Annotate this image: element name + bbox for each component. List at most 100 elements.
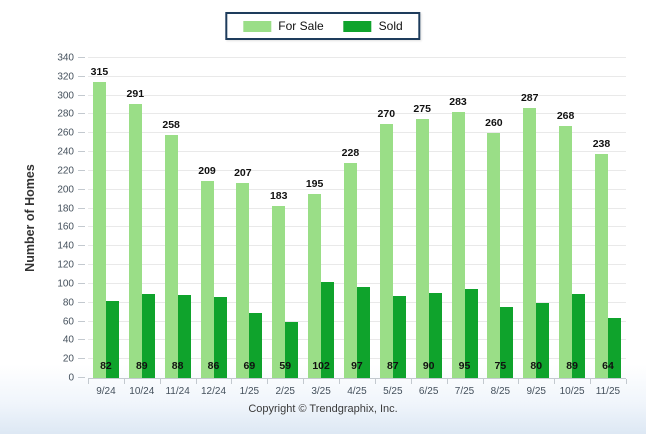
for-sale-value-label: 291 [126, 88, 145, 101]
y-tick-mark [78, 320, 85, 322]
y-tick-label: 60 [62, 316, 74, 328]
bar-sold [428, 293, 442, 378]
sold-value-label: 86 [207, 360, 220, 372]
bar-sold [105, 300, 119, 378]
x-tick-label: 11/24 [165, 386, 190, 397]
y-tick-mark [78, 151, 85, 153]
bar-sold [177, 295, 191, 378]
sold-swatch [343, 20, 372, 32]
y-tick-mark [78, 282, 85, 284]
bar-sold [213, 297, 227, 378]
legend-item-sold: Sold [343, 19, 403, 33]
for-sale-value-label: 238 [592, 138, 611, 150]
y-tick-mark [78, 264, 85, 266]
sold-value-label: 82 [100, 360, 112, 372]
x-tick-label: 9/25 [526, 386, 546, 397]
y-tick-label: 340 [57, 52, 74, 64]
gridline [88, 169, 626, 171]
for-sale-value-label: 258 [162, 119, 180, 132]
bar-for-sale [92, 81, 106, 378]
x-tick-label: 2/25 [275, 386, 295, 397]
bar-group: 275 90 6/25 [411, 58, 447, 397]
x-tick-label: 1/25 [239, 386, 260, 397]
for-sale-value-label: 287 [520, 91, 539, 104]
bar-group: 183 59 2/25 [267, 58, 303, 397]
y-tick-mark [78, 207, 85, 209]
bar-for-sale [236, 183, 250, 378]
x-tick-mark [554, 379, 556, 384]
bars-layer: 315 82 9/24 291 89 10/24 258 88 11/24 209 86 12/24 2… [88, 58, 626, 397]
y-tick-label: 0 [68, 372, 74, 384]
x-tick-mark [374, 379, 376, 384]
y-tick-label: 220 [57, 165, 74, 177]
x-tick-label: 8/25 [490, 386, 511, 397]
x-tick-mark [159, 379, 161, 384]
bar-for-sale [128, 104, 142, 378]
for-sale-value-label: 315 [90, 65, 109, 78]
y-tick-mark [78, 377, 85, 378]
y-tick-label: 260 [57, 127, 74, 139]
sold-value-label: 59 [279, 360, 292, 372]
for-sale-swatch [243, 20, 272, 32]
for-sale-value-label: 207 [234, 167, 252, 180]
y-tick-label: 140 [57, 240, 74, 252]
bar-for-sale [379, 123, 393, 378]
sold-value-label: 95 [458, 360, 471, 372]
x-tick-mark [195, 379, 197, 384]
x-tick-mark [303, 379, 305, 384]
x-tick-label: 3/25 [311, 386, 331, 397]
gridline [88, 151, 626, 153]
for-sale-value-label: 275 [413, 103, 431, 116]
x-tick-mark [410, 379, 412, 384]
bar-for-sale [594, 154, 608, 378]
gridline [88, 113, 626, 115]
bar-sold [500, 307, 514, 378]
bar-group: 228 97 4/25 [339, 58, 375, 397]
x-tick-mark [267, 379, 269, 384]
legend-label-for-sale: For Sale [278, 19, 324, 33]
x-tick-label: 5/25 [383, 386, 403, 397]
bar-group: 270 87 5/25 [375, 58, 411, 397]
y-tick-mark [78, 245, 85, 247]
bar-group: 238 64 11/25 [590, 58, 626, 397]
x-tick-mark [518, 379, 520, 384]
y-tick-mark [78, 301, 85, 303]
bar-sold [464, 288, 478, 378]
sold-value-label: 75 [494, 360, 507, 372]
bar-for-sale [559, 125, 573, 378]
y-tick-mark [78, 339, 85, 341]
bar-group: 258 88 11/24 [160, 58, 196, 397]
x-tick-label: 4/25 [347, 386, 367, 397]
bar-sold [356, 286, 370, 378]
bar-for-sale [272, 205, 286, 378]
bar-for-sale [164, 135, 178, 378]
bar-for-sale [523, 107, 537, 378]
bar-group: 268 89 10/25 [554, 58, 590, 397]
y-tick-mark [78, 94, 85, 96]
x-tick-label: 10/24 [129, 386, 155, 397]
legend-label-sold: Sold [378, 19, 403, 33]
gridline [88, 57, 626, 58]
y-tick-label: 300 [57, 90, 74, 102]
legend-item-for-sale: For Sale [243, 19, 324, 33]
gridline [88, 94, 626, 96]
bar-group: 195 102 3/25 [303, 58, 339, 397]
y-tick-mark [78, 57, 85, 58]
x-tick-mark [339, 379, 341, 384]
bar-sold [141, 294, 155, 378]
gridline [88, 282, 626, 284]
bar-sold [607, 317, 621, 378]
bar-group: 209 86 12/24 [196, 58, 232, 397]
y-tick-label: 20 [62, 353, 74, 365]
bar-sold [285, 322, 299, 378]
for-sale-value-label: 270 [377, 107, 396, 120]
bar-group: 260 75 8/25 [482, 58, 518, 397]
y-tick-mark [78, 113, 85, 115]
copyright-text: Copyright © Trendgraphix, Inc. [248, 403, 398, 415]
x-tick-mark [88, 379, 89, 384]
x-tick-label: 11/25 [595, 386, 621, 397]
y-tick-label: 80 [62, 297, 74, 309]
sold-value-label: 87 [386, 360, 399, 372]
x-tick-label: 10/25 [559, 386, 585, 397]
